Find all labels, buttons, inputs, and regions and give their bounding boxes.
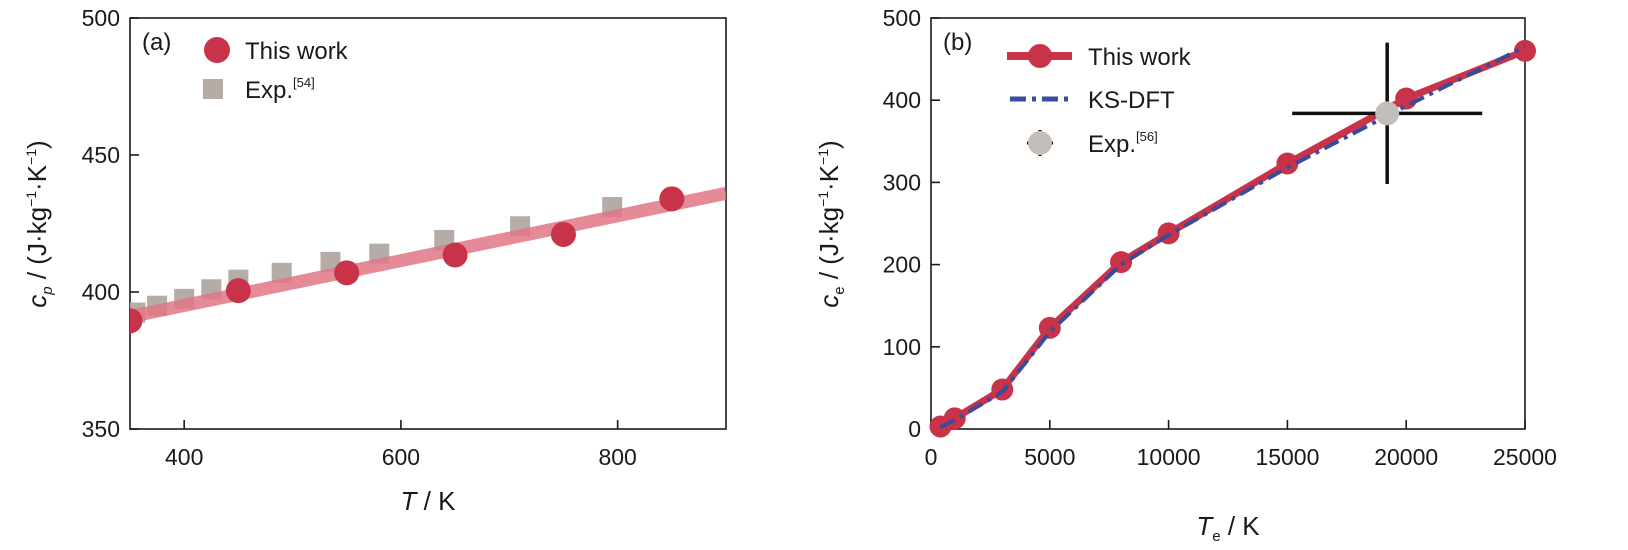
chart-a-xtick-label-2: 800 <box>598 444 636 470</box>
chart-b-ytick-label-3: 300 <box>883 169 921 195</box>
chart-b-plot-frame <box>930 17 1526 430</box>
chart-b: 0 5000 10000 15000 20000 25000 0 100 200 300 400 50… <box>814 5 1557 545</box>
chart-b-this-work-point-8 <box>1514 39 1536 62</box>
chart-b-ksdft-line <box>939 44 1526 430</box>
legend-b-ksdft-label: KS-DFT <box>1088 87 1175 114</box>
legend-a-this-work-label: This work <box>245 38 349 65</box>
chart-a-marks <box>130 186 726 334</box>
chart-a-panel-label: (a) <box>142 29 171 56</box>
legend-a-exp-marker <box>203 79 223 99</box>
chart-a-this-work-point-2 <box>334 260 360 286</box>
chart-b-xtick-label-1: 5000 <box>1024 444 1075 470</box>
chart-b-marks <box>929 39 1536 438</box>
chart-a-xlabel: T / K <box>401 486 457 516</box>
chart-a-this-work-point-3 <box>442 242 468 268</box>
chart-b-legend: This work KS-DFT Exp.[56] <box>1007 44 1192 158</box>
chart-b-ytick-label-5: 500 <box>883 5 921 31</box>
legend-a-exp-label: Exp.[54] <box>245 75 315 104</box>
chart-a-exp-point-6 <box>320 251 341 272</box>
chart-a-xtick-label-1: 600 <box>382 444 420 470</box>
chart-a-plot-frame <box>129 17 727 430</box>
legend-b-this-work-label: This work <box>1088 44 1192 71</box>
chart-a-this-work-point-0 <box>130 308 143 334</box>
chart-b-ytick-label-1: 100 <box>883 334 921 360</box>
chart-a-xtick-label-0: 400 <box>165 444 203 470</box>
chart-a-ytick-label-2: 450 <box>82 142 120 168</box>
legend-b-exp-marker <box>1028 131 1052 155</box>
chart-a-ytick-label-3: 500 <box>82 5 120 31</box>
chart-b-this-work-line <box>938 47 1527 430</box>
chart-b-xtick-label-5: 25000 <box>1493 444 1557 470</box>
chart-b-this-work-point-3 <box>1038 316 1061 339</box>
chart-b-xtick-label-2: 10000 <box>1137 444 1201 470</box>
chart-a-legend: This work Exp.[54] <box>203 37 349 104</box>
chart-a-ytick-label-1: 400 <box>82 279 120 305</box>
chart-a-ylabel: cp / (J·kg−1·K−1) <box>22 140 56 307</box>
chart-b-ytick-label-4: 400 <box>883 87 921 113</box>
chart-b-ytick-label-0: 0 <box>908 416 921 442</box>
chart-a-ytick-label-0: 350 <box>82 416 120 442</box>
chart-b-panel-label: (b) <box>943 29 972 56</box>
chart-a-ticks: 400 600 800 350 400 450 500 <box>82 5 637 470</box>
chart-a-fit-line <box>130 186 726 324</box>
chart-a-this-work-point-1 <box>225 278 251 304</box>
chart-b-this-work-point-7 <box>1395 87 1418 110</box>
legend-b-this-work-marker <box>1028 44 1052 68</box>
chart-b-ytick-label-2: 200 <box>883 252 921 278</box>
chart-b-xtick-label-0: 0 <box>925 444 938 470</box>
chart-b-ylabel: ce / (J·kg−1·K−1) <box>814 140 848 307</box>
chart-b-this-work-point-6 <box>1276 152 1299 175</box>
chart-b-xtick-label-3: 15000 <box>1255 444 1319 470</box>
legend-b-exp-label: Exp.[56] <box>1088 129 1158 158</box>
chart-b-exp-point-0 <box>1375 101 1400 126</box>
chart-b-ticks: 0 5000 10000 15000 20000 25000 0 100 200 300 400 50… <box>883 5 1557 470</box>
chart-a-this-work-point-4 <box>550 221 576 247</box>
chart-a-this-work-point-5 <box>659 186 685 212</box>
legend-a-this-work-marker <box>204 37 230 63</box>
chart-b-xtick-label-4: 20000 <box>1374 444 1438 470</box>
chart-b-xlabel: Te / K <box>1196 511 1260 545</box>
chart-a: 400 600 800 350 400 450 500 (a) This work Exp.… <box>22 5 727 516</box>
